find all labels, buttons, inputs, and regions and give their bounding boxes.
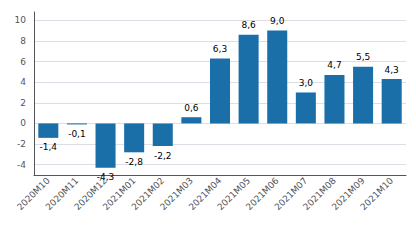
svg-text:2021M08: 2021M08 bbox=[301, 175, 338, 213]
svg-text:2021M07: 2021M07 bbox=[272, 175, 310, 213]
svg-text:8,6: 8,6 bbox=[241, 20, 256, 30]
svg-text:2021M06: 2021M06 bbox=[244, 175, 281, 213]
svg-text:-2,8: -2,8 bbox=[125, 157, 143, 167]
svg-text:5,5: 5,5 bbox=[356, 52, 370, 62]
svg-text:2021M05: 2021M05 bbox=[215, 175, 253, 213]
svg-text:-2: -2 bbox=[17, 139, 26, 149]
svg-text:9,0: 9,0 bbox=[270, 16, 285, 26]
svg-text:2021M01: 2021M01 bbox=[100, 175, 138, 213]
svg-text:4,3: 4,3 bbox=[385, 65, 399, 75]
svg-text:2021M04: 2021M04 bbox=[186, 175, 224, 213]
svg-text:0: 0 bbox=[20, 118, 26, 128]
svg-text:-0,1: -0,1 bbox=[68, 129, 86, 139]
svg-text:2020M10: 2020M10 bbox=[15, 175, 52, 213]
svg-text:6,3: 6,3 bbox=[213, 44, 227, 54]
svg-text:8: 8 bbox=[20, 36, 26, 46]
svg-text:3,0: 3,0 bbox=[299, 78, 314, 88]
svg-text:-4,3: -4,3 bbox=[97, 172, 115, 182]
svg-text:2020M11: 2020M11 bbox=[43, 175, 81, 213]
svg-text:2: 2 bbox=[20, 98, 26, 108]
svg-text:-1,4: -1,4 bbox=[40, 142, 58, 152]
svg-text:10: 10 bbox=[15, 15, 27, 25]
svg-text:6: 6 bbox=[20, 57, 26, 67]
svg-text:0,6: 0,6 bbox=[184, 103, 199, 113]
svg-text:2021M03: 2021M03 bbox=[158, 175, 195, 213]
svg-text:2021M10: 2021M10 bbox=[358, 175, 395, 212]
svg-text:2021M09: 2021M09 bbox=[329, 175, 367, 213]
svg-text:2020M12: 2020M12 bbox=[72, 175, 110, 213]
svg-text:-4: -4 bbox=[17, 160, 26, 170]
svg-text:-2,2: -2,2 bbox=[154, 151, 172, 161]
svg-text:2021M02: 2021M02 bbox=[129, 175, 167, 213]
svg-text:4: 4 bbox=[20, 77, 26, 87]
svg-text:4,7: 4,7 bbox=[327, 60, 341, 70]
